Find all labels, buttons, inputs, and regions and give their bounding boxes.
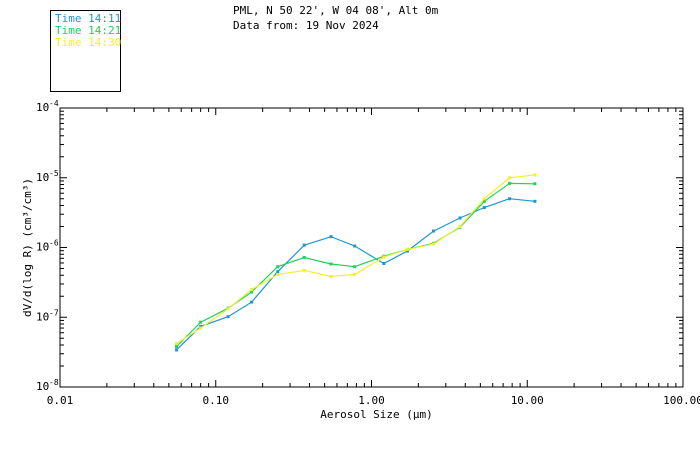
data-point — [276, 270, 280, 274]
data-point — [175, 342, 179, 346]
data-point — [533, 182, 537, 186]
y-tick-exponent: -8 — [49, 378, 59, 387]
x-axis-title: Aerosol Size (µm) — [320, 408, 433, 421]
y-tick-exponent: -5 — [49, 169, 59, 178]
data-point — [458, 225, 462, 229]
data-point — [199, 326, 203, 330]
data-point — [329, 274, 333, 278]
data-point — [250, 287, 254, 291]
y-tick-exponent: -6 — [49, 239, 59, 248]
x-tick-label: 0.10 — [203, 394, 230, 407]
data-point — [353, 273, 357, 277]
x-tick-label: 0.01 — [47, 394, 74, 407]
data-point — [276, 265, 280, 269]
data-point — [533, 199, 537, 203]
legend-entry-1411: Time 14:11 — [55, 12, 122, 25]
data-point — [533, 173, 537, 177]
legend-box: Time 14:11 Time 14:21 Time 14:30 — [50, 10, 121, 92]
location-header: PML, N 50 22', W 04 08', Alt 0m — [233, 4, 439, 17]
data-point — [276, 273, 280, 277]
data-point — [250, 290, 254, 294]
x-tick-label: 100.00 — [663, 394, 700, 407]
data-point — [329, 262, 333, 266]
data-point — [458, 216, 462, 220]
data-point — [302, 255, 306, 259]
data-point — [226, 315, 230, 319]
y-tick-exponent: -4 — [49, 99, 59, 108]
legend-entry-1430: Time 14:30 — [55, 36, 122, 49]
y-tick-label: 10 — [36, 101, 49, 114]
data-point — [382, 255, 386, 259]
data-point — [250, 300, 254, 304]
data-point — [508, 181, 512, 185]
data-point — [199, 320, 203, 324]
y-tick-label: 10 — [36, 171, 49, 184]
data-point — [508, 176, 512, 180]
series-line-3 — [176, 174, 535, 345]
data-point — [482, 199, 486, 203]
y-tick-label: 10 — [36, 380, 49, 393]
data-point — [382, 261, 386, 265]
series-line-2 — [176, 182, 535, 348]
plot-frame — [59, 107, 684, 388]
x-tick-label: 10.00 — [511, 394, 544, 407]
data-point — [482, 197, 486, 201]
y-tick-label: 10 — [36, 241, 49, 254]
x-tick-label: 1.00 — [358, 394, 385, 407]
data-point — [508, 197, 512, 201]
y-tick-label: 10 — [36, 310, 49, 323]
data-point — [431, 242, 435, 246]
data-point — [226, 307, 230, 311]
data-point — [353, 265, 357, 269]
data-point — [302, 268, 306, 272]
data-point — [431, 229, 435, 233]
data-point — [175, 345, 179, 349]
y-axis-title: dV/d(log R) (cm³/cm³) — [21, 178, 34, 317]
data-point — [199, 324, 203, 328]
legend-entry-1421: Time 14:21 — [55, 24, 122, 37]
data-point — [175, 348, 179, 352]
data-point — [405, 247, 409, 251]
date-header: Data from: 19 Nov 2024 — [233, 19, 379, 32]
y-tick-exponent: -7 — [49, 308, 59, 317]
data-point — [329, 235, 333, 239]
data-point — [353, 244, 357, 248]
data-point — [482, 205, 486, 209]
data-point — [405, 249, 409, 253]
data-point — [302, 243, 306, 247]
